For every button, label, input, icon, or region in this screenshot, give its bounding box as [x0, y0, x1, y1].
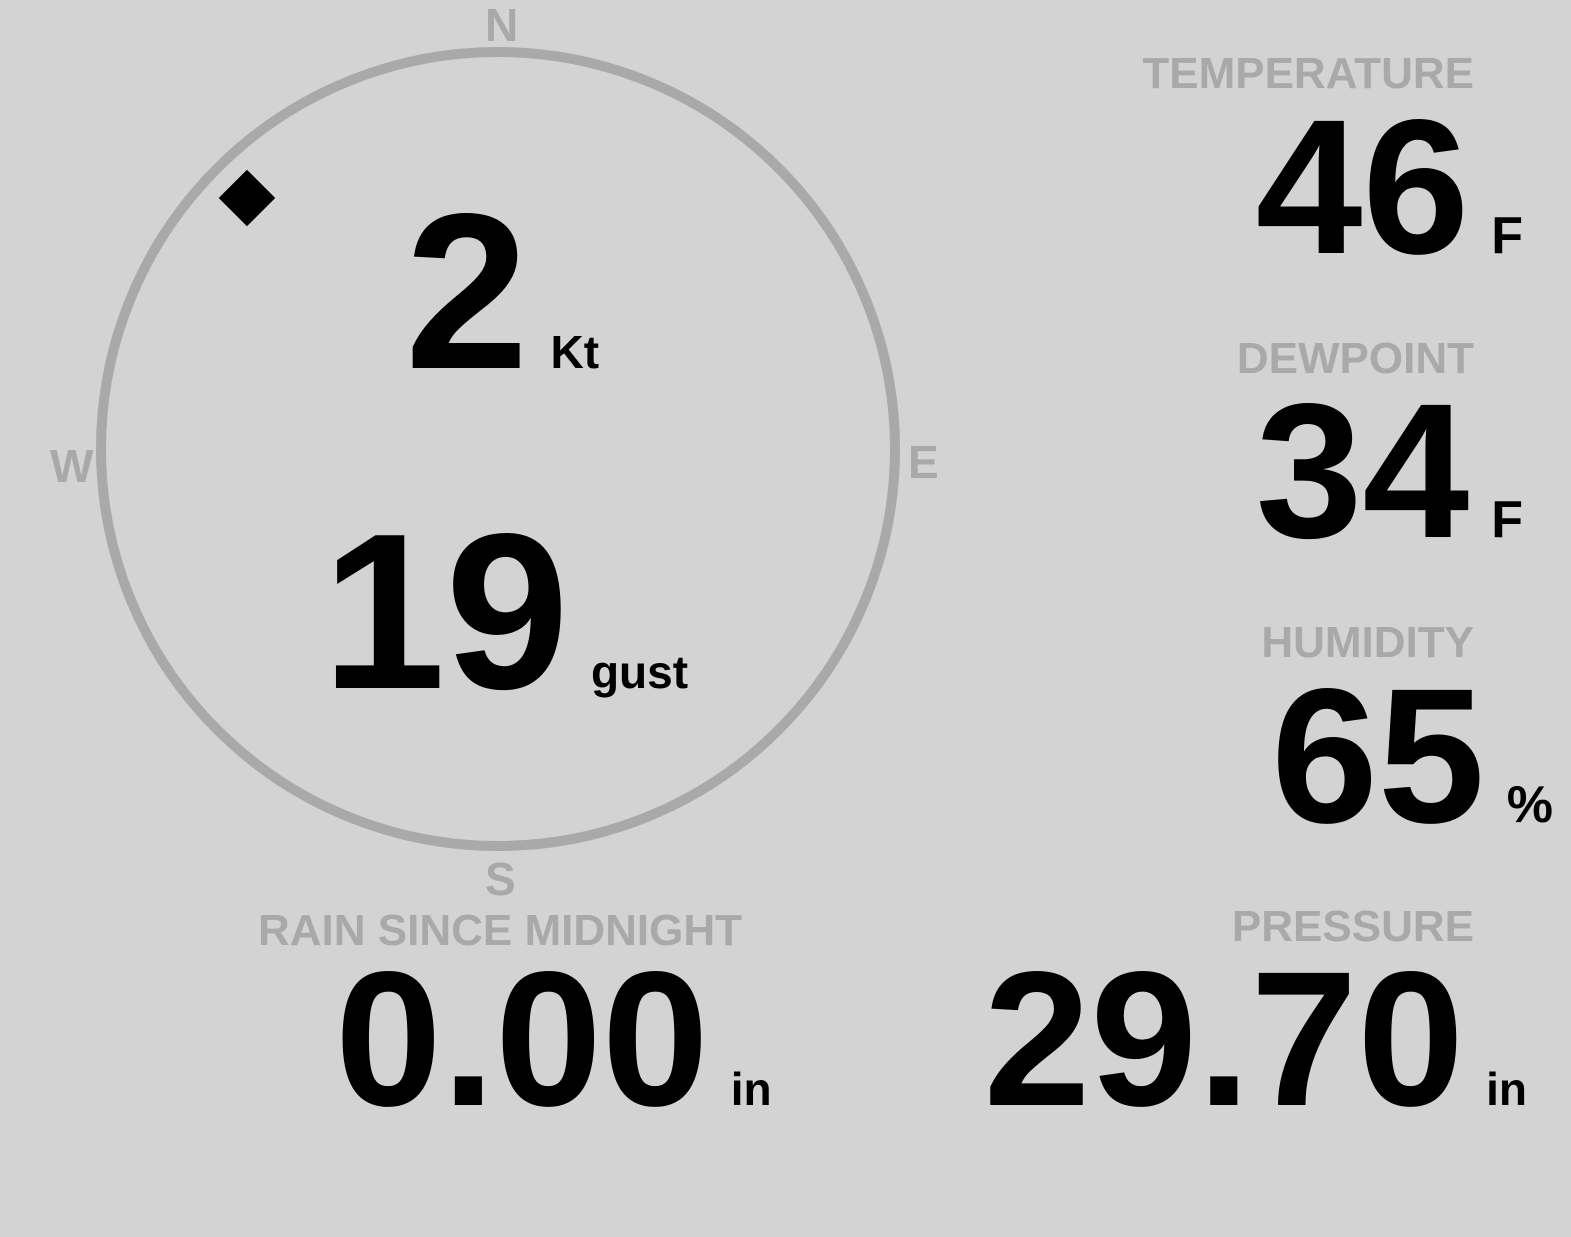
rain-reading: 0.00 in — [335, 931, 772, 1146]
temperature-value: 46 — [1255, 79, 1470, 294]
wind-direction-marker-icon — [218, 169, 276, 227]
rain-label: RAIN SINCE MIDNIGHT — [258, 906, 742, 955]
wind-gust-value: 19 — [322, 488, 569, 736]
compass-east: E — [908, 436, 939, 488]
wind-speed: 2 Kt — [405, 168, 600, 416]
humidity-label: HUMIDITY — [1261, 618, 1474, 667]
humidity-unit: % — [1506, 776, 1553, 834]
dewpoint-value: 34 — [1255, 363, 1470, 578]
pressure-unit: in — [1486, 1063, 1527, 1115]
wind-gust-unit: gust — [590, 646, 689, 698]
pressure-label: PRESSURE — [1231, 902, 1474, 951]
dewpoint-reading: 34 F — [1255, 363, 1523, 578]
wind-speed-value: 2 — [405, 168, 529, 416]
compass-ring — [96, 47, 900, 851]
pressure-reading: 29.70 in — [983, 931, 1527, 1146]
temperature-reading: 46 F — [1255, 79, 1523, 294]
temperature-unit: F — [1491, 207, 1523, 265]
dewpoint-label: DEWPOINT — [1236, 334, 1474, 383]
rain-value: 0.00 — [335, 931, 709, 1146]
compass-south: S — [485, 853, 516, 905]
wind-gust: 19 gust — [322, 488, 689, 736]
compass-west: W — [50, 440, 94, 492]
rain-unit: in — [730, 1063, 772, 1115]
dewpoint-unit: F — [1491, 491, 1523, 549]
compass-north: N — [485, 0, 519, 51]
temperature-label: TEMPERATURE — [1142, 49, 1474, 98]
pressure-value: 29.70 — [983, 931, 1465, 1146]
humidity-reading: 65 % — [1271, 648, 1553, 863]
wind-speed-unit: Kt — [550, 326, 600, 378]
humidity-value: 65 — [1271, 648, 1485, 863]
